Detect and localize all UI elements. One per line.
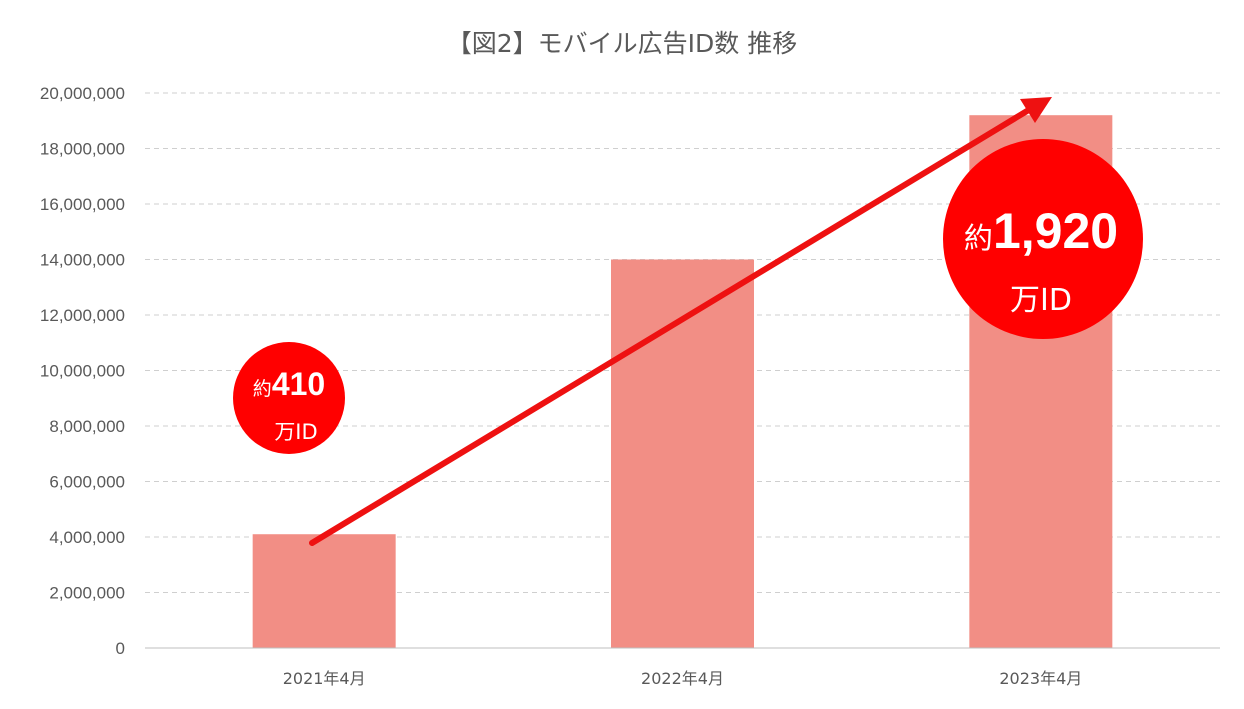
trend-arrow-line [309, 105, 1035, 546]
y-tick-label: 0 [116, 639, 125, 658]
y-tick-label: 6,000,000 [49, 473, 125, 492]
y-tick-label: 20,000,000 [40, 84, 125, 103]
y-tick-label: 8,000,000 [49, 417, 125, 436]
bar [252, 534, 396, 648]
callout-value: 約1,920 [964, 203, 1118, 259]
bars [252, 115, 1113, 648]
callout-circle [233, 342, 345, 454]
callout-value: 約410 [253, 366, 325, 402]
callout-2021: 約410 万ID [233, 342, 345, 454]
y-tick-label: 18,000,000 [40, 140, 125, 159]
callout-number: 1,920 [993, 203, 1118, 259]
y-tick-label: 10,000,000 [40, 362, 125, 381]
y-axis: 0 2,000,000 4,000,000 6,000,000 8,000,000 10,… [40, 84, 125, 658]
y-tick-label: 4,000,000 [49, 528, 125, 547]
chart-title: 【図2】モバイル広告ID数 推移 [447, 29, 797, 58]
callout-prefix: 約 [253, 378, 272, 400]
callout-2023: 約1,920 万ID [943, 139, 1143, 339]
y-tick-label: 2,000,000 [49, 584, 125, 603]
trend-arrow-head [1020, 97, 1052, 123]
bar [611, 259, 754, 648]
callout-unit: 万ID [1010, 283, 1072, 318]
x-tick-label: 2023年4月 [999, 669, 1082, 688]
y-tick-label: 16,000,000 [40, 195, 125, 214]
x-axis: 2021年4月 2022年4月 2023年4月 [283, 669, 1083, 688]
callout-prefix: 約 [964, 221, 993, 255]
callout-number: 410 [272, 366, 325, 402]
trend-arrow [309, 97, 1052, 546]
callout-circle [943, 139, 1143, 339]
y-tick-label: 12,000,000 [40, 306, 125, 325]
y-tick-label: 14,000,000 [40, 251, 125, 270]
x-tick-label: 2021年4月 [283, 669, 366, 688]
callout-unit: 万ID [274, 420, 317, 444]
x-tick-label: 2022年4月 [641, 669, 724, 688]
